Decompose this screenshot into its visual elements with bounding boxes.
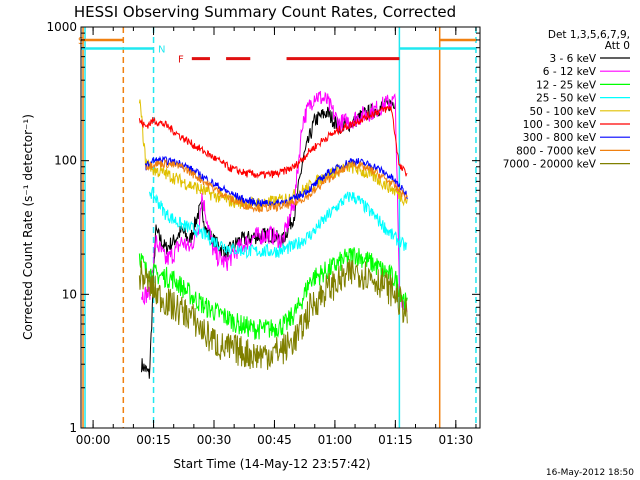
plot-frame [80,26,481,429]
series-line-5 [138,105,408,179]
series-line-7 [145,158,408,214]
series-line-3 [149,186,408,259]
y-tick-label-0: 1 [69,421,77,435]
series-line-1 [141,90,408,313]
x-tick-label-4: 01:00 [318,433,353,447]
x-tick-label-3: 00:45 [257,433,292,447]
x-tick-label-5: 01:15 [378,433,413,447]
x-tick-label-0: 00:00 [76,433,111,447]
legend-entry-label-1: 6 - 12 keV [543,66,597,78]
y-tick-label-3: 1000 [46,20,77,34]
x-tick-label-1: 00:15 [136,433,171,447]
legend-entry-label-3: 25 - 50 keV [536,93,597,105]
legend-entry-label-5: 100 - 300 keV [523,119,597,131]
y-axis-label: Corrected Count Rate (s⁻¹ detector⁻¹) [21,114,35,340]
series-line-6 [145,155,408,208]
legend-header-line-2: Att 0 [605,40,630,52]
legend-entry-label-0: 3 - 6 keV [549,53,596,65]
x-axis-label: Start Time (14-May-12 23:57:42) [173,457,370,471]
flag-label-f: F [178,55,184,66]
series-line-4 [138,99,408,211]
series-line-2 [138,247,408,340]
legend-entry-label-7: 800 - 7000 keV [516,145,597,157]
timestamp: 16-May-2012 18:50 [546,468,634,478]
y-tick-label-1: 10 [62,287,77,301]
legend-entry-label-6: 300 - 800 keV [523,132,597,144]
legend-entry-label-4: 50 - 100 keV [529,106,596,118]
plot-contents [81,27,477,428]
legend-header-line-1: Det 1,3,5,6,7,9, [548,29,630,41]
series-line-8 [138,258,408,370]
legend-entry-label-2: 12 - 25 keV [536,79,597,91]
x-tick-label-2: 00:30 [197,433,232,447]
chart-title: HESSI Observing Summary Count Rates, Cor… [74,3,456,21]
series-line-0 [141,98,396,379]
legend-entry-label-8: 7000 - 20000 keV [503,159,597,171]
flag-label-n: N [158,45,165,56]
y-tick-label-2: 100 [54,154,77,168]
x-tick-label-6: 01:30 [439,433,474,447]
